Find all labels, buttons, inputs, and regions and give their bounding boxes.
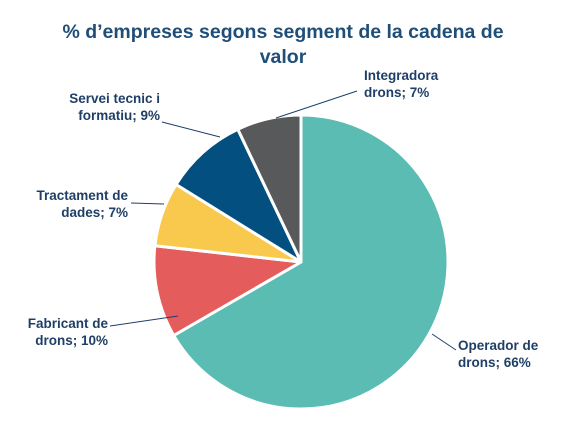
pie-slice [174,127,303,264]
slice-label-line: drons; 10% [35,333,108,348]
pie-slice [236,113,303,264]
slice-label-line: formatiu; 9% [78,108,160,123]
slice-label-line: Integradora [364,68,439,83]
slice-label-line: Fabricant de [28,316,109,331]
pie-slice [152,244,303,337]
slice-label-line: drons; 66% [458,355,531,370]
slice-label-line: Tractament de [36,188,128,203]
slice-label-line: Operador de [458,338,539,353]
slice-label: Integradora drons; 7% [364,68,439,100]
slice-label: Operador de drons; 66% [458,338,539,370]
chart-title: % d’empreses segons segment de la cadena… [62,21,504,68]
leader-line [161,121,221,138]
slice-label: Servei tecnic i formatiu; 9% [69,91,160,123]
leader-line [275,90,358,119]
slice-label-line: drons; 7% [364,85,429,100]
leader-line [431,333,457,351]
leader-line [109,315,179,327]
slice-label-line: dades; 7% [61,205,128,220]
slice-label-line: Servei tecnic i [69,91,160,106]
slice-label: Fabricant de drons; 10% [28,316,109,348]
pie-slice [172,113,450,411]
leader-line [130,202,165,205]
slice-label: Tractament de dades; 7% [36,188,128,220]
